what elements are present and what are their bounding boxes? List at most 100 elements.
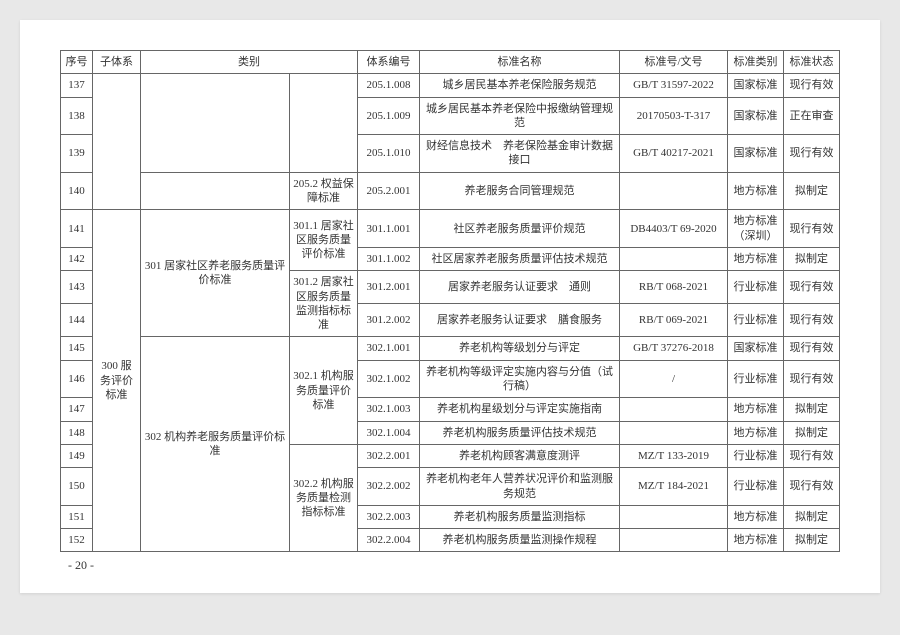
document-page: 序号 子体系 类别 体系编号 标准名称 标准号/文号 标准类别 标准状态 137… — [20, 20, 880, 593]
cell-std — [620, 172, 728, 210]
cell-seq: 152 — [61, 529, 93, 552]
cell-status: 拟制定 — [784, 529, 840, 552]
cell-name: 养老机构等级评定实施内容与分值（试行稿） — [420, 360, 620, 398]
cell-code: 302.1.003 — [358, 398, 420, 421]
cell-std: GB/T 37276-2018 — [620, 337, 728, 360]
cell-std — [620, 398, 728, 421]
cell-type: 国家标准 — [728, 97, 784, 135]
cell-type: 行业标准 — [728, 271, 784, 304]
cell-type: 地方标准 — [728, 421, 784, 444]
table-row: 141 300 服务评价标准 301 居家社区养老服务质量评价标准 301.1 … — [61, 210, 840, 248]
cell-std: DB4403/T 69-2020 — [620, 210, 728, 248]
cell-name: 养老机构服务质量监测操作规程 — [420, 529, 620, 552]
cell-seq: 150 — [61, 468, 93, 506]
cell-name: 养老机构老年人营养状况评价和监测服务规范 — [420, 468, 620, 506]
cell-cat-empty — [141, 172, 290, 210]
cell-code: 302.2.001 — [358, 444, 420, 467]
cell-seq: 143 — [61, 271, 93, 304]
cell-std: GB/T 40217-2021 — [620, 135, 728, 173]
cell-name: 社区养老服务质量评价规范 — [420, 210, 620, 248]
cell-subcat: 302.2 机构服务质量检测指标标准 — [290, 444, 358, 551]
cell-status: 现行有效 — [784, 468, 840, 506]
cell-code: 205.1.008 — [358, 74, 420, 97]
cell-name: 居家养老服务认证要求 膳食服务 — [420, 304, 620, 337]
cell-subsystem: 300 服务评价标准 — [93, 210, 141, 552]
cell-type: 地方标准 — [728, 398, 784, 421]
cell-name: 财经信息技术 养老保险基金审计数据接口 — [420, 135, 620, 173]
cell-type: 行业标准 — [728, 360, 784, 398]
cell-status: 拟制定 — [784, 247, 840, 270]
cell-subcat: 302.1 机构服务质量评价标准 — [290, 337, 358, 444]
cell-std: MZ/T 133-2019 — [620, 444, 728, 467]
header-code: 体系编号 — [358, 51, 420, 74]
cell-code: 301.1.002 — [358, 247, 420, 270]
cell-code: 302.2.002 — [358, 468, 420, 506]
cell-seq: 147 — [61, 398, 93, 421]
cell-std: / — [620, 360, 728, 398]
cell-type: 国家标准 — [728, 135, 784, 173]
cell-std — [620, 421, 728, 444]
cell-seq: 138 — [61, 97, 93, 135]
cell-code: 205.1.010 — [358, 135, 420, 173]
cell-status: 拟制定 — [784, 505, 840, 528]
cell-code: 302.1.001 — [358, 337, 420, 360]
cell-type: 地方标准 — [728, 172, 784, 210]
header-type: 标准类别 — [728, 51, 784, 74]
cell-seq: 149 — [61, 444, 93, 467]
cell-std: RB/T 068-2021 — [620, 271, 728, 304]
cell-subcat: 301.2 居家社区服务质量监测指标标准 — [290, 271, 358, 337]
cell-subcat: 301.1 居家社区服务质量评价标准 — [290, 210, 358, 271]
cell-name: 养老机构星级划分与评定实施指南 — [420, 398, 620, 421]
table-row: 140 205.2 权益保障标准 205.2.001 养老服务合同管理规范 地方… — [61, 172, 840, 210]
cell-status: 拟制定 — [784, 421, 840, 444]
header-status: 标准状态 — [784, 51, 840, 74]
cell-code: 205.2.001 — [358, 172, 420, 210]
cell-type: 国家标准 — [728, 74, 784, 97]
cell-std: GB/T 31597-2022 — [620, 74, 728, 97]
cell-code: 205.1.009 — [358, 97, 420, 135]
cell-code: 302.1.004 — [358, 421, 420, 444]
cell-name: 养老服务合同管理规范 — [420, 172, 620, 210]
cell-std — [620, 247, 728, 270]
header-seq: 序号 — [61, 51, 93, 74]
cell-type: 地方标准 — [728, 505, 784, 528]
table-row: 145 302 机构养老服务质量评价标准 302.1 机构服务质量评价标准 30… — [61, 337, 840, 360]
cell-status: 现行有效 — [784, 360, 840, 398]
cell-status: 正在审查 — [784, 97, 840, 135]
header-subsystem: 子体系 — [93, 51, 141, 74]
cell-name: 社区居家养老服务质量评估技术规范 — [420, 247, 620, 270]
cell-std — [620, 529, 728, 552]
header-name: 标准名称 — [420, 51, 620, 74]
cell-status: 现行有效 — [784, 74, 840, 97]
cell-std — [620, 505, 728, 528]
cell-type: 行业标准 — [728, 304, 784, 337]
cell-std: RB/T 069-2021 — [620, 304, 728, 337]
cell-subsystem-empty — [93, 74, 141, 210]
cell-status: 现行有效 — [784, 337, 840, 360]
cell-code: 301.2.002 — [358, 304, 420, 337]
cell-type: 地方标准 — [728, 247, 784, 270]
cell-subcat: 205.2 权益保障标准 — [290, 172, 358, 210]
header-std: 标准号/文号 — [620, 51, 728, 74]
cell-cat-empty — [141, 74, 290, 172]
cell-subcat-empty — [290, 74, 358, 172]
cell-status: 拟制定 — [784, 398, 840, 421]
cell-type: 行业标准 — [728, 444, 784, 467]
cell-seq: 144 — [61, 304, 93, 337]
table-row: 137 205.1.008 城乡居民基本养老保险服务规范 GB/T 31597-… — [61, 74, 840, 97]
cell-seq: 146 — [61, 360, 93, 398]
cell-seq: 151 — [61, 505, 93, 528]
cell-code: 302.2.004 — [358, 529, 420, 552]
cell-name: 养老机构顾客满意度测评 — [420, 444, 620, 467]
cell-code: 301.2.001 — [358, 271, 420, 304]
cell-status: 现行有效 — [784, 271, 840, 304]
cell-type: 地方标准 — [728, 529, 784, 552]
cell-seq: 142 — [61, 247, 93, 270]
cell-status: 拟制定 — [784, 172, 840, 210]
standards-table: 序号 子体系 类别 体系编号 标准名称 标准号/文号 标准类别 标准状态 137… — [60, 50, 840, 552]
cell-name: 城乡居民基本养老保险服务规范 — [420, 74, 620, 97]
cell-name: 居家养老服务认证要求 通则 — [420, 271, 620, 304]
cell-std: 20170503-T-317 — [620, 97, 728, 135]
cell-status: 现行有效 — [784, 444, 840, 467]
cell-name: 养老机构服务质量评估技术规范 — [420, 421, 620, 444]
